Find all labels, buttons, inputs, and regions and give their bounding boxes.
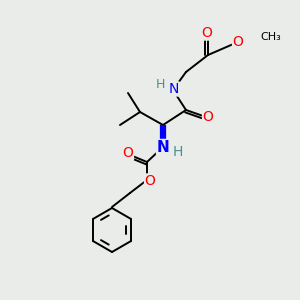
Text: O: O xyxy=(123,146,134,160)
Text: N: N xyxy=(157,140,169,154)
Text: O: O xyxy=(202,26,212,40)
Text: H: H xyxy=(155,79,165,92)
Text: N: N xyxy=(169,82,179,96)
Text: O: O xyxy=(232,35,243,49)
Text: CH₃: CH₃ xyxy=(260,32,281,42)
Text: H: H xyxy=(173,145,183,159)
Text: O: O xyxy=(145,174,155,188)
Text: O: O xyxy=(202,110,213,124)
